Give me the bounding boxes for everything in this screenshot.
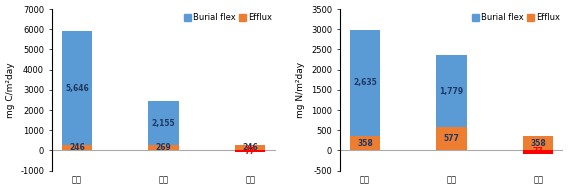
Bar	[436, 55, 467, 127]
Legend: Burial flex, Efflux: Burial flex, Efflux	[181, 10, 276, 26]
Bar	[235, 150, 265, 152]
Bar	[235, 145, 265, 150]
Bar	[149, 101, 179, 145]
Text: 77: 77	[533, 147, 543, 156]
Text: 5,646: 5,646	[65, 84, 89, 93]
Y-axis label: mg C/m²day: mg C/m²day	[6, 62, 15, 118]
Bar	[62, 145, 92, 150]
Text: 577: 577	[444, 134, 460, 143]
Text: 358: 358	[357, 139, 373, 148]
Text: 2,155: 2,155	[152, 119, 175, 128]
Bar	[436, 127, 467, 150]
Text: 358: 358	[530, 139, 546, 148]
Bar	[62, 31, 92, 145]
Text: 77: 77	[245, 147, 255, 156]
Y-axis label: mg N/m²day: mg N/m²day	[296, 62, 306, 118]
Text: 2,635: 2,635	[353, 78, 377, 87]
Bar	[523, 150, 553, 154]
Text: 246: 246	[69, 143, 85, 152]
Bar	[523, 136, 553, 150]
Text: 269: 269	[156, 143, 171, 152]
Legend: Burial flex, Efflux: Burial flex, Efflux	[469, 10, 564, 26]
Bar	[350, 29, 380, 136]
Text: 1,779: 1,779	[439, 87, 464, 96]
Text: 246: 246	[242, 143, 258, 152]
Bar	[149, 145, 179, 150]
Bar	[350, 136, 380, 150]
